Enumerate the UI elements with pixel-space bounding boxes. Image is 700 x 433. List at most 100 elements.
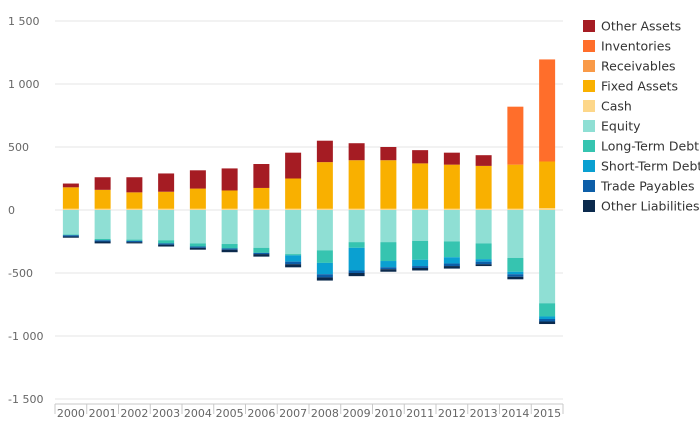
bar-segment <box>253 187 270 209</box>
y-tick-label: 500 <box>8 141 29 154</box>
bar-segment <box>189 208 206 210</box>
bar-segment <box>475 261 492 265</box>
bar-segment <box>380 269 397 272</box>
bar-segment <box>221 244 238 249</box>
x-tick-label: 2000 <box>57 407 85 420</box>
bar-segment <box>189 243 206 247</box>
bar-segment <box>443 263 460 267</box>
bar-segment <box>62 208 79 210</box>
legend-label: Receivables <box>601 59 676 74</box>
bar-segment <box>412 210 429 241</box>
bar-segment <box>62 236 79 238</box>
legend-swatch <box>583 20 595 32</box>
y-tick-label: 1 000 <box>8 78 40 91</box>
bar-segment <box>221 249 238 253</box>
bar-segment <box>94 241 111 244</box>
legend-swatch <box>583 40 595 52</box>
legend-swatch <box>583 60 595 72</box>
bar-segment <box>253 247 270 253</box>
bar-segment <box>62 187 79 209</box>
x-tick-label: 2014 <box>501 407 529 420</box>
bar-segment <box>253 208 270 210</box>
bar-segment <box>316 210 333 251</box>
bar-segment <box>443 241 460 258</box>
bar-segment <box>285 254 302 256</box>
bar-segment <box>443 208 460 210</box>
bar-segment <box>348 143 365 161</box>
bar-segment <box>221 208 238 210</box>
bar-segment <box>221 248 238 250</box>
bar-segment <box>443 257 460 264</box>
bar-segment <box>412 266 429 268</box>
bar-segment <box>316 250 333 263</box>
bar-segment <box>316 277 333 281</box>
bar-segment <box>475 155 492 166</box>
bar-segment <box>285 255 302 262</box>
bar-segment <box>412 150 429 164</box>
x-tick-label: 2005 <box>216 407 244 420</box>
y-tick-label: -1 500 <box>8 393 43 406</box>
bar-segment <box>380 261 397 268</box>
bar-segment <box>348 160 365 209</box>
bar-segment <box>285 210 302 255</box>
bar-segment <box>316 162 333 209</box>
bar-segment <box>539 321 556 325</box>
bar-segment <box>475 208 492 210</box>
bar-segment <box>443 152 460 165</box>
bar-segment <box>380 242 397 262</box>
legend-label: Other Assets <box>601 19 681 34</box>
bar-segment <box>285 152 302 179</box>
bar-segment <box>285 178 302 209</box>
bar-segment <box>507 106 524 165</box>
bar-segment <box>158 243 175 245</box>
bar-segment <box>539 210 556 304</box>
bar-segment <box>475 243 492 260</box>
bar-segment <box>316 140 333 163</box>
legend-label: Other Liabilities <box>601 199 700 214</box>
x-tick-label: 2012 <box>438 407 466 420</box>
bar-segment <box>348 208 365 210</box>
y-tick-label: 1 500 <box>8 15 40 28</box>
legend-swatch <box>583 80 595 92</box>
legend-label: Inventories <box>601 39 671 54</box>
x-tick-label: 2010 <box>374 407 402 420</box>
bar-segment <box>507 276 524 280</box>
y-tick-label: 0 <box>8 204 15 217</box>
bar-segment <box>412 208 429 210</box>
x-tick-label: 2002 <box>120 407 148 420</box>
bar-segment <box>94 189 111 209</box>
bar-segment <box>158 240 175 244</box>
bar-segment <box>380 147 397 161</box>
x-tick-label: 2004 <box>184 407 212 420</box>
bar-segment <box>158 244 175 247</box>
bar-segment <box>221 190 238 209</box>
x-tick-label: 2001 <box>89 407 117 420</box>
bar-segment <box>412 259 429 267</box>
bar-segment <box>189 246 206 248</box>
bar-segment <box>189 170 206 189</box>
legend-label: Equity <box>601 119 641 134</box>
bar-segment <box>126 177 143 193</box>
bar-segment <box>62 235 79 237</box>
y-tick-label: -1 000 <box>8 330 43 343</box>
bar-segment <box>475 165 492 209</box>
bar-segment <box>126 240 143 243</box>
bar-segment <box>221 210 238 245</box>
bar-segment <box>539 318 556 322</box>
x-tick-label: 2008 <box>311 407 339 420</box>
bar-segment <box>475 259 492 262</box>
bar-segment <box>507 210 524 258</box>
bar-segment <box>316 208 333 210</box>
bar-segment <box>507 208 524 210</box>
bar-segment <box>62 234 79 236</box>
x-tick-label: 2013 <box>470 407 498 420</box>
bar-segment <box>62 183 79 188</box>
bar-segment <box>507 274 524 277</box>
bar-segment <box>126 192 143 209</box>
legend-label: Long-Term Debt <box>601 139 699 154</box>
bar-segment <box>189 188 206 209</box>
bar-segment <box>539 316 556 319</box>
bar-segment <box>126 210 143 240</box>
bar-segment <box>443 210 460 242</box>
x-tick-label: 2006 <box>247 407 275 420</box>
